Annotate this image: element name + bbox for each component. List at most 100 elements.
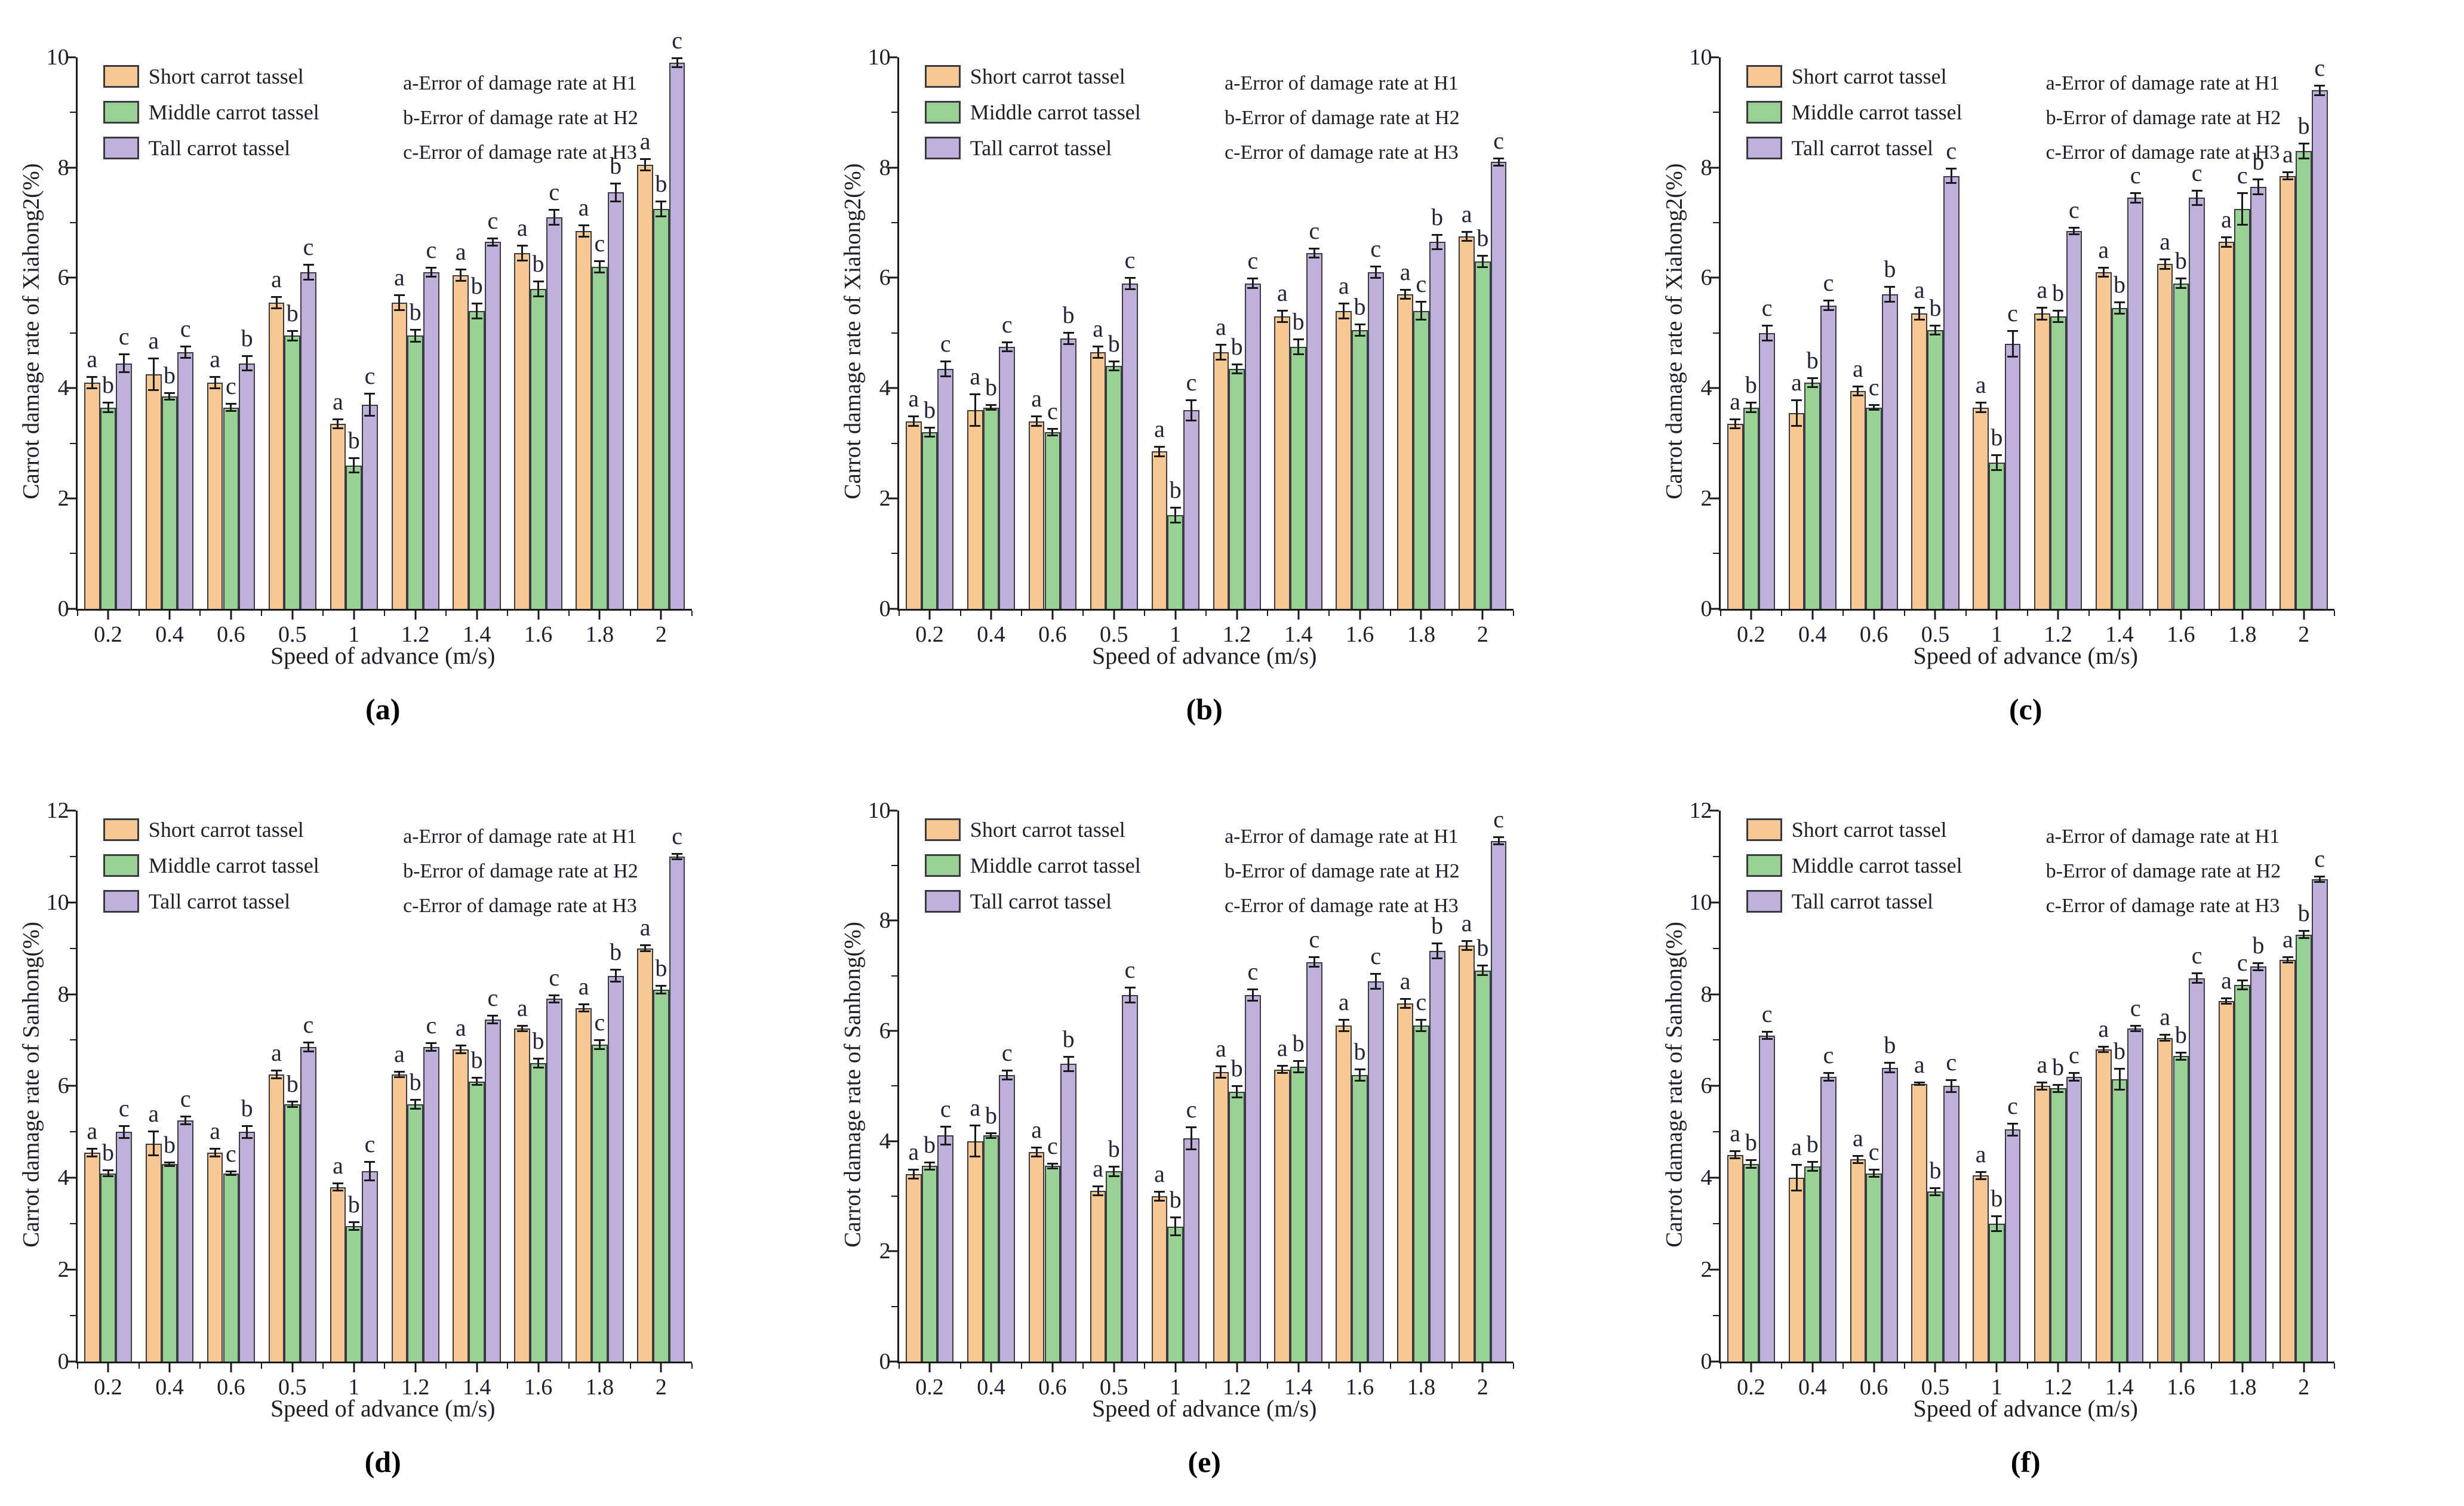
significance-letter: a (455, 1014, 466, 1042)
significance-letter: b (1745, 1129, 1757, 1156)
x-tick-label: 0.6 (1038, 1374, 1067, 1400)
plot-area: 0 2 4 6 8 10 0.2 0.4 0.6 0.5 1 1.2 1.4 1.6 1.8 2 a a a a a a a… (47, 28, 693, 646)
error-bar-line (123, 1125, 125, 1139)
error-bar-line (1374, 973, 1377, 990)
error-bar-line (583, 1003, 585, 1013)
x-tick-major (990, 1363, 992, 1372)
significance-letter: c (1186, 1095, 1197, 1123)
error-bar-line (1251, 278, 1254, 289)
error-bar-cap-bottom (455, 1052, 466, 1054)
legend-item-tall: Tall carrot tassel (103, 889, 319, 914)
error-bar-cap-bottom (2237, 223, 2248, 226)
x-tick-minor (322, 610, 324, 616)
y-tick-label: 8 (879, 908, 891, 934)
error-bar-line (1766, 1031, 1768, 1040)
bar-middle-0.2 (921, 1166, 938, 1362)
error-bar-line (1873, 404, 1875, 411)
y-tick-major (887, 919, 897, 922)
error-bar-line (2057, 310, 2059, 324)
bar-short-0.4 (145, 1143, 162, 1362)
x-tick-minor (445, 610, 447, 616)
x-tick-minor (1328, 1363, 1330, 1369)
significance-letter: a (1975, 1140, 1986, 1168)
error-bar-line (2180, 1051, 2182, 1061)
significance-letter: a (2098, 236, 2109, 263)
x-tick-major (660, 610, 662, 620)
error-bar-cap-bottom (2007, 356, 2019, 358)
note-line-2: b-Error of damage rate at H2 (2045, 106, 2281, 129)
error-bar-cap-bottom (471, 317, 482, 319)
error-bar-cap-top (1047, 1162, 1058, 1165)
x-tick-major (1873, 1363, 1875, 1372)
error-bar-cap-bottom (271, 307, 282, 310)
bar-tall-1.6 (546, 999, 562, 1362)
y-tick-minor (69, 1039, 76, 1041)
x-tick-major (537, 1363, 539, 1372)
error-bar-line (1980, 402, 1982, 413)
error-bar-cap-top (2253, 178, 2264, 181)
note-line-3: c-Error of damage rate at H3 (403, 141, 637, 164)
error-bar-cap-bottom (2298, 937, 2309, 940)
error-bar-cap-top (487, 1015, 499, 1017)
x-tick-minor (1021, 610, 1023, 616)
error-bar-cap-top (1868, 404, 1879, 406)
error-bar-line (398, 294, 401, 311)
error-bar-line (2102, 266, 2105, 278)
bar-middle-0.5 (1927, 330, 1943, 609)
significance-letter: b (241, 1094, 253, 1122)
error-bar-line (1190, 399, 1192, 421)
error-bar-cap-top (410, 1098, 421, 1101)
y-tick-label: 8 (57, 981, 69, 1007)
x-tick-label: 0.5 (1921, 621, 1950, 647)
x-tick-minor (384, 610, 386, 616)
error-bar-line (91, 1148, 93, 1157)
y-tick-major (1709, 276, 1719, 279)
bar-middle-1.4 (469, 310, 485, 609)
error-bar-cap-top (271, 1070, 282, 1072)
y-tick-major (1709, 901, 1719, 904)
error-bar-line (2287, 956, 2289, 963)
significance-letter: a (1093, 315, 1103, 343)
error-bar-line (2287, 171, 2289, 180)
x-tick-minor (138, 1363, 140, 1369)
error-bar-cap-top (364, 1160, 376, 1163)
bar-middle-0.2 (1743, 1164, 1759, 1362)
significance-letter: a (970, 363, 981, 390)
error-bar-cap-bottom (2282, 178, 2293, 180)
bar-tall-1.6 (2189, 978, 2205, 1362)
error-bar-line (91, 375, 93, 390)
y-tick-label: 0 (879, 596, 891, 621)
bar-tall-0.5 (300, 272, 316, 609)
significance-letter: b (1169, 476, 1182, 503)
error-bar-cap-bottom (1153, 455, 1165, 457)
significance-letter: a (1216, 1035, 1226, 1062)
bar-middle-1.4 (1290, 1067, 1306, 1362)
y-tick-major (1709, 608, 1719, 610)
error-bar-cap-top (426, 1042, 437, 1045)
error-bar-cap-bottom (1001, 350, 1013, 353)
y-tick-label: 0 (879, 1348, 891, 1374)
x-tick-minor (1082, 1363, 1084, 1369)
error-bar-cap-bottom (364, 1179, 376, 1181)
error-bar-cap-bottom (103, 411, 114, 413)
error-bar-cap-top (578, 1003, 589, 1005)
error-bar-cap-top (985, 404, 996, 406)
bar-middle-2 (653, 989, 669, 1362)
x-tick-label: 1.8 (2228, 1374, 2257, 1400)
x-tick-major (1113, 610, 1115, 620)
error-bar-cap-bottom (908, 1178, 919, 1180)
significance-letter: c (2237, 162, 2248, 189)
significance-letter: a (1154, 1160, 1165, 1187)
legend-label: Tall carrot tassel (970, 889, 1112, 913)
significance-letter: b (1292, 308, 1305, 335)
error-bar-cap-top (1477, 254, 1488, 257)
error-bar-cap-top (1761, 324, 1773, 327)
error-bar-cap-top (210, 375, 221, 378)
error-bar-line (1251, 988, 1254, 1002)
bar-middle-0.4 (1804, 1166, 1821, 1362)
error-bar-cap-bottom (2053, 321, 2064, 324)
x-tick-label: 1.2 (1222, 1374, 1251, 1400)
plot-area: 0 2 4 6 8 10 0.2 0.4 0.6 0.5 1 1.2 1.4 1.6 1.8 2 a a a a a a a… (868, 46, 1514, 646)
legend-swatch-short-icon (924, 818, 961, 841)
error-bar-cap-top (348, 457, 359, 459)
